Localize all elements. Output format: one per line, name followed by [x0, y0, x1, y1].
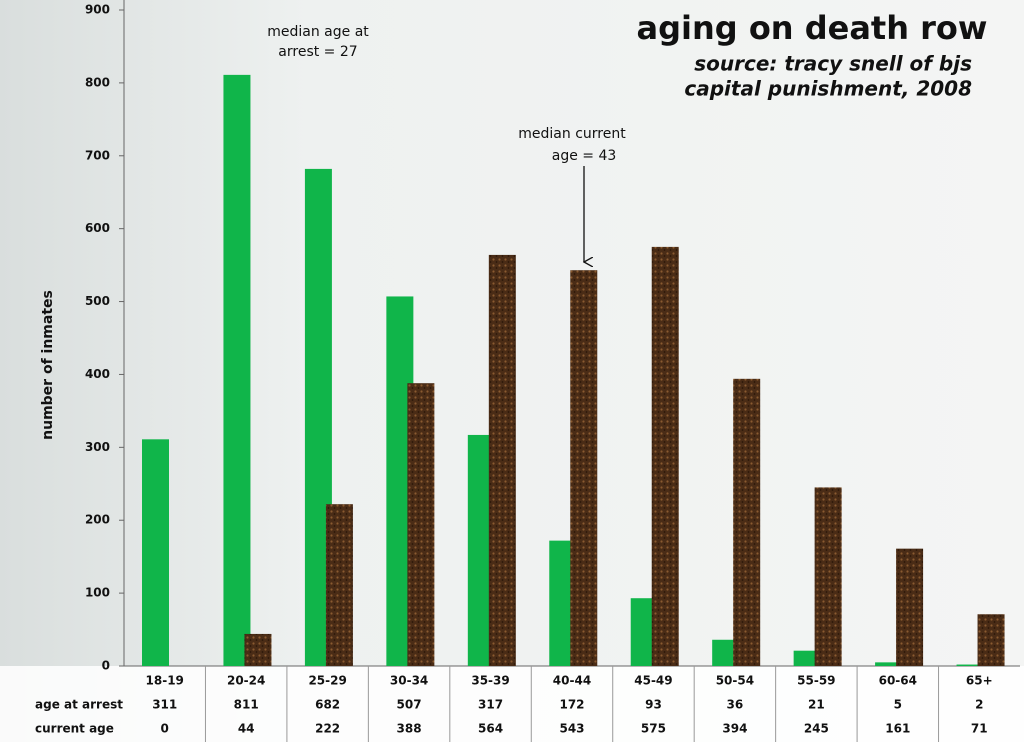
y-tick-label: 100 — [85, 586, 110, 600]
bar — [244, 633, 272, 666]
table-value: 222 — [315, 722, 340, 736]
row-label: age at arrest — [35, 698, 123, 712]
table-value: 161 — [885, 722, 910, 736]
bar — [814, 487, 842, 666]
x-tick-label: 45-49 — [634, 674, 672, 688]
table-value: 317 — [478, 698, 503, 712]
y-tick-label: 200 — [85, 513, 110, 527]
annotation: median age at — [267, 24, 369, 40]
x-tick-label: 25-29 — [308, 674, 346, 688]
table-value: 5 — [894, 698, 902, 712]
table-value: 394 — [722, 722, 747, 736]
row-label: current age — [35, 722, 114, 736]
bar — [977, 614, 1005, 666]
subtitle: capital punishment, 2008 — [684, 77, 972, 101]
annotation: age = 43 — [552, 148, 617, 164]
table-value: 682 — [315, 698, 340, 712]
table-background — [0, 666, 1024, 742]
table-value: 311 — [152, 698, 177, 712]
table-value: 0 — [161, 722, 169, 736]
table-value: 543 — [559, 722, 584, 736]
table-value: 93 — [645, 698, 662, 712]
bar — [570, 270, 598, 666]
y-tick-label: 800 — [85, 75, 110, 89]
x-tick-label: 60-64 — [879, 674, 917, 688]
bar — [488, 254, 516, 666]
table-value: 44 — [238, 722, 255, 736]
table-value: 172 — [559, 698, 584, 712]
table-value: 388 — [397, 722, 422, 736]
table-value: 2 — [975, 698, 983, 712]
bar — [793, 650, 821, 666]
table-value: 21 — [808, 698, 825, 712]
bar — [325, 504, 353, 666]
y-tick-label: 900 — [85, 3, 110, 17]
table-value: 507 — [397, 698, 422, 712]
x-tick-label: 30-34 — [390, 674, 428, 688]
y-tick-label: 0 — [102, 659, 110, 673]
bar — [142, 439, 169, 666]
table-value: 575 — [641, 722, 666, 736]
bar — [875, 662, 903, 666]
y-tick-label: 400 — [85, 367, 110, 381]
table-value: 245 — [804, 722, 829, 736]
y-tick-label: 600 — [85, 221, 110, 235]
subtitle: source: tracy snell of bjs — [694, 52, 972, 76]
y-tick-label: 700 — [85, 148, 110, 162]
bar — [956, 664, 984, 666]
x-tick-label: 55-59 — [797, 674, 835, 688]
table-value: 71 — [971, 722, 988, 736]
x-tick-label: 65+ — [966, 674, 993, 688]
bar — [651, 246, 679, 666]
annotation: median current — [518, 126, 626, 142]
table-value: 811 — [234, 698, 259, 712]
x-tick-label: 18-19 — [146, 674, 184, 688]
x-tick-label: 20-24 — [227, 674, 265, 688]
y-tick-label: 500 — [85, 294, 110, 308]
y-axis-label: number of inmates — [40, 290, 56, 440]
bar — [223, 74, 251, 667]
x-tick-label: 50-54 — [716, 674, 754, 688]
x-tick-label: 40-44 — [553, 674, 591, 688]
bar — [407, 383, 435, 666]
chart-title: aging on death row — [637, 9, 988, 47]
y-tick-label: 300 — [85, 440, 110, 454]
table-value: 564 — [478, 722, 503, 736]
table-value: 36 — [727, 698, 744, 712]
x-tick-label: 35-39 — [471, 674, 509, 688]
annotation: arrest = 27 — [278, 44, 357, 60]
bar — [733, 378, 761, 666]
bar — [896, 548, 924, 666]
